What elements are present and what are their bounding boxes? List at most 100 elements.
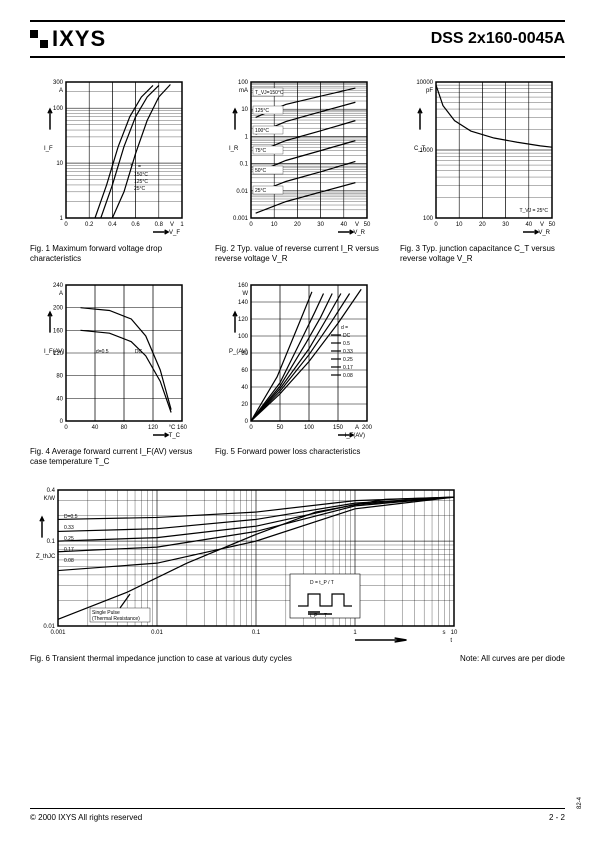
svg-text:20: 20 xyxy=(241,402,248,408)
svg-text:A: A xyxy=(354,425,358,431)
svg-text:0.1: 0.1 xyxy=(47,539,56,545)
svg-text:10: 10 xyxy=(241,107,248,113)
svg-text:40: 40 xyxy=(525,222,532,228)
svg-text:200: 200 xyxy=(52,305,63,311)
fig3-chart: 01020304050100100010000pFC_TVV_RT_VJ = 2… xyxy=(408,76,558,236)
svg-text:V: V xyxy=(354,222,358,228)
svg-text:50°C: 50°C xyxy=(255,168,267,174)
svg-text:T: T xyxy=(324,613,327,619)
svg-text:mA: mA xyxy=(239,88,248,94)
svg-text:160: 160 xyxy=(237,283,248,289)
per-diode-note: Note: All curves are per diode xyxy=(460,654,565,664)
svg-text:W: W xyxy=(242,291,248,297)
svg-text:A: A xyxy=(58,291,62,297)
svg-text:0.001: 0.001 xyxy=(50,630,66,636)
svg-text:30: 30 xyxy=(502,222,509,228)
svg-text:0: 0 xyxy=(59,419,63,425)
svg-text:140: 140 xyxy=(237,300,248,306)
svg-text:50: 50 xyxy=(276,425,283,431)
svg-text:60: 60 xyxy=(241,368,248,374)
fig4-cell: 0408012016004080120160200240AI_F(AV)°CT_… xyxy=(30,279,195,468)
side-code: 82-4 xyxy=(577,797,583,809)
page-header: IXYS DSS 2x160-0045A xyxy=(30,20,565,58)
fig5-cell: 050100150200020406080100120140160WP_(AV)… xyxy=(215,279,380,468)
svg-text:0.5: 0.5 xyxy=(343,341,350,347)
svg-text:s: s xyxy=(443,630,446,636)
logo-text: IXYS xyxy=(52,26,106,52)
fig2-chart: 010203040500.0010.010.1110100mAI_RVV_RT_… xyxy=(223,76,373,236)
svg-text:d =: d = xyxy=(341,325,348,331)
svg-text:120: 120 xyxy=(147,425,158,431)
svg-text:0.4: 0.4 xyxy=(47,488,56,494)
svg-text:200: 200 xyxy=(361,425,372,431)
svg-text:0: 0 xyxy=(249,425,253,431)
svg-text:0.08: 0.08 xyxy=(64,558,74,564)
svg-text:100: 100 xyxy=(237,334,248,340)
svg-text:°C: °C xyxy=(168,425,175,431)
svg-text:0: 0 xyxy=(249,222,253,228)
svg-text:100: 100 xyxy=(303,425,314,431)
svg-text:0.01: 0.01 xyxy=(236,189,248,195)
svg-text:0.4: 0.4 xyxy=(108,222,117,228)
fig4-chart: 0408012016004080120160200240AI_F(AV)°CT_… xyxy=(38,279,188,439)
svg-text:240: 240 xyxy=(52,283,63,289)
svg-text:C_T: C_T xyxy=(414,146,426,152)
svg-text:0: 0 xyxy=(434,222,438,228)
svg-text:DC: DC xyxy=(134,349,142,355)
svg-text:125°C: 125°C xyxy=(255,108,269,114)
svg-text:0.33: 0.33 xyxy=(343,349,353,355)
svg-text:160: 160 xyxy=(176,425,187,431)
svg-text:V_R: V_R xyxy=(353,230,365,236)
svg-text:I_F(AV): I_F(AV) xyxy=(344,433,364,439)
fig3-caption: Fig. 3 Typ. junction capacitance C_T ver… xyxy=(400,244,565,265)
svg-text:150: 150 xyxy=(332,425,343,431)
svg-text:10: 10 xyxy=(56,161,63,167)
svg-text:I_R: I_R xyxy=(229,146,239,152)
svg-text:V_R: V_R xyxy=(538,230,550,236)
svg-text:I_F: I_F xyxy=(44,146,53,152)
svg-text:0.8: 0.8 xyxy=(154,222,163,228)
svg-text:D = t_P / T: D = t_P / T xyxy=(310,580,334,586)
svg-text:1: 1 xyxy=(353,630,357,636)
svg-text:V: V xyxy=(169,222,173,228)
svg-text:1: 1 xyxy=(244,134,248,140)
fig4-caption: Fig. 4 Average forward current I_F(AV) v… xyxy=(30,447,195,468)
svg-text:0.17: 0.17 xyxy=(64,547,74,553)
svg-text:T_VJ = 25°C: T_VJ = 25°C xyxy=(519,208,548,214)
svg-text:0.1: 0.1 xyxy=(239,162,248,168)
svg-text:A: A xyxy=(58,88,62,94)
svg-text:t: t xyxy=(450,638,452,644)
svg-text:d=0.5: d=0.5 xyxy=(95,349,108,355)
svg-text:50: 50 xyxy=(363,222,370,228)
svg-text:I_F(AV): I_F(AV) xyxy=(44,349,64,355)
fig1-cell: 00.20.40.60.81110100300AI_FVV_FT=150°C12… xyxy=(30,76,195,265)
fig5-chart: 050100150200020406080100120140160WP_(AV)… xyxy=(223,279,373,439)
svg-text:0.001: 0.001 xyxy=(232,216,248,222)
svg-text:0.01: 0.01 xyxy=(43,624,55,630)
svg-text:75°C: 75°C xyxy=(255,148,267,154)
svg-text:0.6: 0.6 xyxy=(131,222,140,228)
svg-text:1: 1 xyxy=(59,216,63,222)
svg-text:T: T xyxy=(130,164,133,170)
svg-text:80: 80 xyxy=(56,373,63,379)
svg-text:D=0.5: D=0.5 xyxy=(64,514,78,520)
svg-text:0.01: 0.01 xyxy=(151,630,163,636)
svg-text:0: 0 xyxy=(244,419,248,425)
logo: IXYS xyxy=(30,26,106,52)
svg-text:10: 10 xyxy=(455,222,462,228)
svg-text:40: 40 xyxy=(340,222,347,228)
empty-cell xyxy=(400,279,565,468)
svg-text:100: 100 xyxy=(422,216,433,222)
svg-text:V: V xyxy=(539,222,543,228)
svg-text:1: 1 xyxy=(180,222,184,228)
svg-text:100: 100 xyxy=(52,106,63,112)
svg-text:20: 20 xyxy=(479,222,486,228)
svg-text:100°C: 100°C xyxy=(255,128,269,134)
svg-text:DC: DC xyxy=(343,333,351,339)
svg-text:125°C: 125°C xyxy=(134,179,148,185)
svg-text:pF: pF xyxy=(425,88,432,94)
fig5-caption: Fig. 5 Forward power loss characteristic… xyxy=(215,447,360,457)
svg-text:40: 40 xyxy=(241,385,248,391)
svg-text:V_F: V_F xyxy=(168,230,179,236)
svg-text:150°C: 150°C xyxy=(134,172,148,178)
